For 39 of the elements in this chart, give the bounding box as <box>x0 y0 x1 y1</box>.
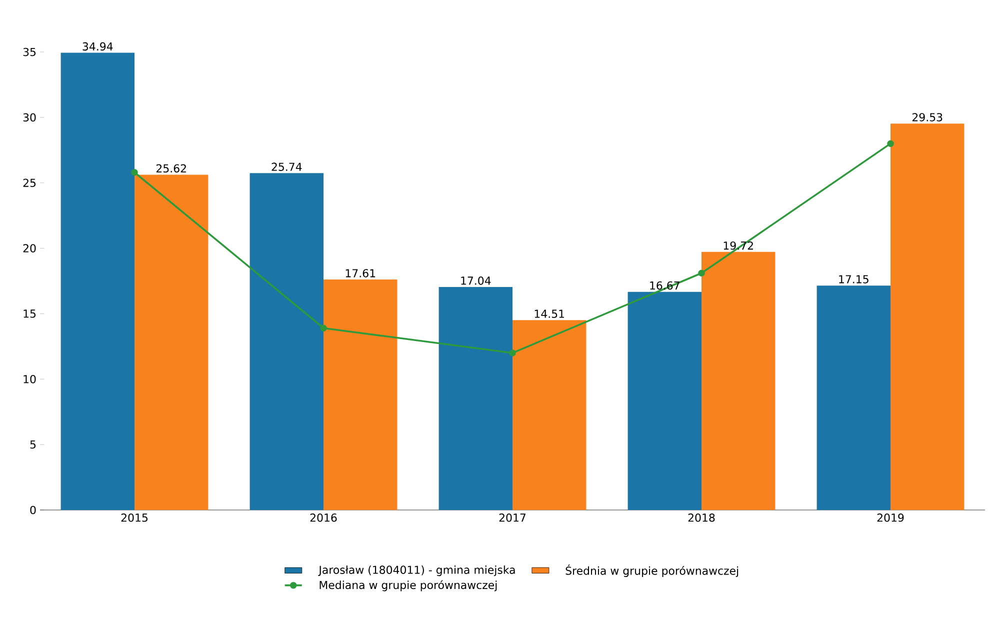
y-tick-label: 5 <box>30 440 36 449</box>
point <box>320 324 327 332</box>
data-label: 17.04 <box>461 276 491 285</box>
bar <box>60 52 135 510</box>
y-tick-label: 0 <box>30 506 36 514</box>
point <box>698 270 705 277</box>
x-tick-label: 2015 <box>121 514 148 522</box>
bar <box>890 124 964 510</box>
legend-label: Jarosław (1804011) - gmina miejska <box>318 565 515 576</box>
data-label: 17.15 <box>839 275 868 284</box>
y-tick-label: 35 <box>23 48 36 56</box>
bar <box>250 173 324 510</box>
bar <box>702 252 776 510</box>
bar <box>816 286 891 510</box>
data-label: 34.94 <box>82 42 113 51</box>
x-tick-label: 2016 <box>310 514 337 522</box>
data-label: 29.53 <box>912 113 942 122</box>
bar <box>438 287 513 510</box>
point <box>131 168 138 176</box>
y-tick-label: 30 <box>23 113 36 122</box>
point <box>509 350 516 356</box>
data-label: 14.51 <box>534 310 564 318</box>
y-tick-label: 20 <box>23 244 36 252</box>
point <box>887 140 894 147</box>
bar <box>628 292 702 510</box>
data-label: 25.62 <box>156 164 186 173</box>
bar <box>134 174 208 510</box>
y-tick-label: 25 <box>23 178 36 187</box>
data-label: 25.74 <box>272 162 302 171</box>
bar <box>324 280 398 510</box>
data-label: 17.61 <box>346 269 376 278</box>
x-tick-label: 2018 <box>688 514 715 522</box>
bar <box>512 320 586 510</box>
y-tick-label: 15 <box>24 310 36 318</box>
y-tick-label: 10 <box>24 374 36 384</box>
legend-label: Średnia w grupie porównawczej <box>566 564 738 577</box>
x-tick-label: 2019 <box>877 514 904 522</box>
legend-label: Mediana w grupie porównawczej <box>320 580 497 592</box>
x-tick-label: 2017 <box>499 514 526 522</box>
